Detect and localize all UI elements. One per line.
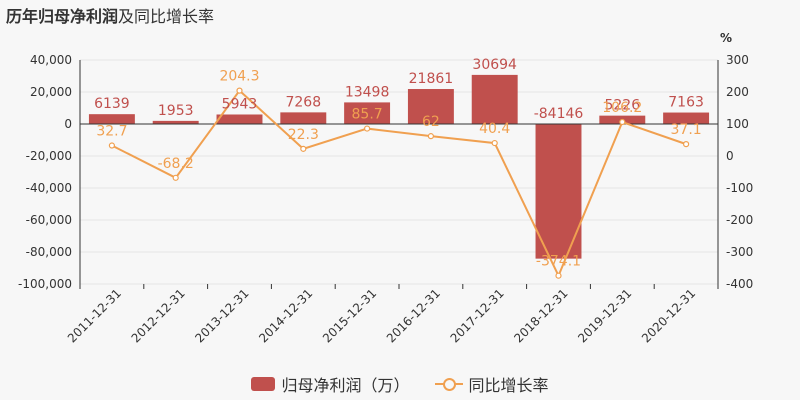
growth-rate-label: -374.1 xyxy=(536,254,581,270)
y-right-tick-label: -200 xyxy=(726,213,753,227)
y-right-unit: % xyxy=(720,31,732,45)
bar-value-label: 5943 xyxy=(222,96,258,112)
growth-rate-point xyxy=(491,139,498,147)
x-tick-label: 2016-12-31 xyxy=(384,286,443,345)
growth-rate-point xyxy=(172,174,179,181)
legend-item-net-profit[interactable]: 归母净利润（万） xyxy=(251,372,409,396)
growth-rate-label: 85.7 xyxy=(352,107,383,123)
chart-title-rest: 及同比增长率 xyxy=(118,7,215,26)
bar xyxy=(535,124,582,259)
y-right-tick-label: 0 xyxy=(726,149,734,163)
growth-rate-label: 106.2 xyxy=(602,100,642,116)
y-right-tick-label: 200 xyxy=(726,85,749,99)
chart-title: 历年归母净利润及同比增长率 xyxy=(6,3,214,27)
growth-rate-point xyxy=(682,141,690,148)
growth-rate-point xyxy=(364,125,371,132)
growth-rate-label: 62 xyxy=(422,114,440,130)
legend-line-swatch xyxy=(434,377,463,391)
y-left-tick-label: -80,000 xyxy=(26,245,72,259)
x-tick-label: 2014-12-31 xyxy=(256,286,315,345)
bar-value-label: 7163 xyxy=(668,95,704,111)
bar xyxy=(471,74,518,124)
growth-rate-line xyxy=(111,89,687,279)
chart-svg: 40,000 20,000 0 -20,000 -40,000 -60,000 -80,00… xyxy=(18,31,753,345)
y-right-tick-label: -400 xyxy=(726,277,753,291)
bar xyxy=(407,89,454,124)
chart-legend: 归母净利润（万） 同比增长率 xyxy=(0,372,800,396)
bar-value-label: 1953 xyxy=(158,103,194,119)
x-tick-label: 2012-12-31 xyxy=(129,286,188,345)
y-left-tick-label: -20,000 xyxy=(26,149,72,163)
x-tick-label: 2015-12-31 xyxy=(320,286,379,345)
growth-rate-label: 22.3 xyxy=(288,127,319,143)
growth-rate-point xyxy=(108,142,116,149)
y-left-tick-label: 20,000 xyxy=(30,85,72,99)
x-tick-label: 2019-12-31 xyxy=(575,286,634,345)
bar xyxy=(216,114,263,124)
x-tick-label: 2018-12-31 xyxy=(511,286,570,345)
bar-value-label: 13498 xyxy=(345,84,390,100)
growth-rate-point xyxy=(427,133,434,140)
bar-value-label: 5226 xyxy=(604,98,640,114)
x-tick-label: 2013-12-31 xyxy=(192,286,251,345)
x-tick-label: 2017-12-31 xyxy=(448,286,507,345)
bar-value-label: -84146 xyxy=(534,106,584,122)
bar xyxy=(663,112,710,124)
growth-rate-label: -68.2 xyxy=(158,156,194,172)
growth-rate-label: 37.1 xyxy=(671,122,702,138)
y-left-tick-label: -40,000 xyxy=(26,181,72,195)
y-left-tick-label: 0 xyxy=(64,117,72,131)
legend-label-growth-rate: 同比增长率 xyxy=(468,376,549,395)
x-tick-label: 2011-12-31 xyxy=(65,286,124,345)
bar-value-label: 21861 xyxy=(409,71,454,87)
legend-item-growth-rate[interactable]: 同比增长率 xyxy=(434,372,549,396)
growth-rate-point xyxy=(619,118,626,126)
y-right-tick-label: 100 xyxy=(726,117,749,131)
chart-title-bold: 历年归母净利润 xyxy=(6,7,119,26)
growth-rate-label: 40.4 xyxy=(479,121,510,137)
growth-rate-point xyxy=(300,145,307,152)
legend-bar-swatch xyxy=(251,377,276,391)
growth-rate-label: 204.3 xyxy=(219,69,259,85)
bar xyxy=(280,112,327,124)
bar-value-label: 6139 xyxy=(94,96,130,112)
bar-value-label: 30694 xyxy=(472,57,517,73)
bar xyxy=(344,102,391,124)
bar xyxy=(88,114,135,124)
growth-rate-label: 32.7 xyxy=(96,124,127,140)
bar-value-label: 7268 xyxy=(285,94,321,110)
y-right-tick-label: 300 xyxy=(726,53,749,67)
growth-rate-point xyxy=(236,87,243,94)
y-right-tick-label: -100 xyxy=(726,181,753,195)
growth-rate-point xyxy=(555,272,562,279)
bar xyxy=(152,120,199,124)
y-left-tick-label: 40,000 xyxy=(30,53,72,67)
y-left-tick-label: -100,000 xyxy=(18,277,72,291)
legend-label-net-profit: 归母净利润（万） xyxy=(281,376,410,395)
y-right-tick-label: -300 xyxy=(726,245,753,259)
x-tick-label: 2020-12-31 xyxy=(639,286,698,345)
y-left-tick-label: -60,000 xyxy=(26,213,72,227)
